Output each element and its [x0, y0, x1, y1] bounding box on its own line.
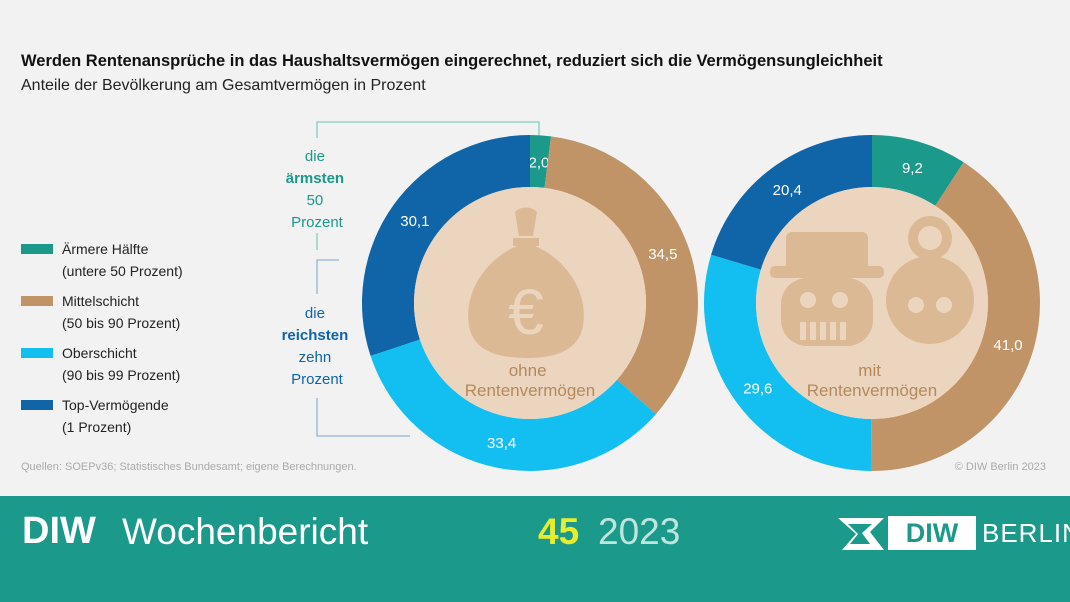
chart-subtitle: Anteile der Bevölkerung am Gesamtvermöge…	[21, 77, 426, 94]
legend-swatch-poorest	[21, 244, 53, 254]
slice-top	[711, 135, 872, 270]
center-label-ohne: ohne Rentenvermögen	[465, 361, 595, 400]
chart-title: Werden Rentenansprüche in das Haushaltsv…	[21, 52, 883, 70]
elderly-couple-icon	[770, 216, 974, 346]
callout-text-poorest: die ärmsten 50 Prozent	[286, 148, 349, 231]
svg-text:€: €	[508, 276, 544, 348]
slice-label-poorest: 2,0	[528, 154, 549, 171]
legend-label-middle: Mittelschicht (50 bis 90 Prozent)	[62, 293, 181, 331]
slice-label-upper: 33,4	[487, 435, 516, 452]
slice-upper	[370, 339, 657, 471]
legend-label-top: Top-Vermögende (1 Prozent)	[62, 397, 169, 435]
source-note: Quellen: SOEPv36; Statistisches Bundesam…	[21, 461, 357, 473]
slice-label-poorest: 9,2	[902, 160, 923, 177]
logo-diw-text: DIW	[888, 516, 976, 550]
slice-label-top: 30,1	[400, 213, 429, 230]
center-label-mit: mit Rentenvermögen	[807, 361, 937, 400]
diw-berlin-logo[interactable]: DIW BERLIN	[836, 516, 1070, 552]
legend-label-poorest: Ärmere Hälfte (untere 50 Prozent)	[62, 241, 183, 279]
callout-bracket-richest	[316, 259, 410, 437]
slice-label-upper: 29,6	[743, 380, 772, 397]
callout-bracket-poorest	[316, 121, 540, 250]
slice-top	[362, 135, 530, 356]
slice-middle	[544, 136, 699, 415]
callout-text-richest: die reichsten zehn Prozent	[282, 305, 353, 388]
footer-issue-number: 45	[538, 511, 580, 552]
slice-poorest	[872, 135, 964, 206]
footer-bar: DIW Wochenbericht 45 2023 DIW BERLIN	[0, 496, 1070, 602]
slice-label-middle: 41,0	[993, 337, 1022, 354]
slice-label-top: 20,4	[773, 182, 802, 199]
copyright-note: © DIW Berlin 2023	[954, 461, 1046, 473]
legend-swatch-top	[21, 400, 53, 410]
slice-middle	[870, 162, 1040, 472]
money-bag-euro-icon: €	[468, 207, 584, 358]
slice-upper	[704, 254, 872, 471]
footer-year: 2023	[598, 511, 681, 552]
legend-label-upper: Oberschicht (90 bis 99 Prozent)	[62, 345, 181, 383]
legend-swatch-middle	[21, 296, 53, 306]
footer-diw: DIW	[22, 510, 96, 552]
footer-wochenbericht: Wochenbericht	[122, 511, 369, 552]
legend-swatch-upper	[21, 348, 53, 358]
donut-charts: die ärmsten 50 Prozent die reichsten zeh…	[282, 121, 1040, 472]
slice-label-middle: 34,5	[648, 246, 677, 263]
diw-logo-mark-icon	[838, 518, 884, 550]
slice-poorest	[530, 135, 552, 188]
logo-berlin-text: BERLIN	[982, 518, 1070, 548]
